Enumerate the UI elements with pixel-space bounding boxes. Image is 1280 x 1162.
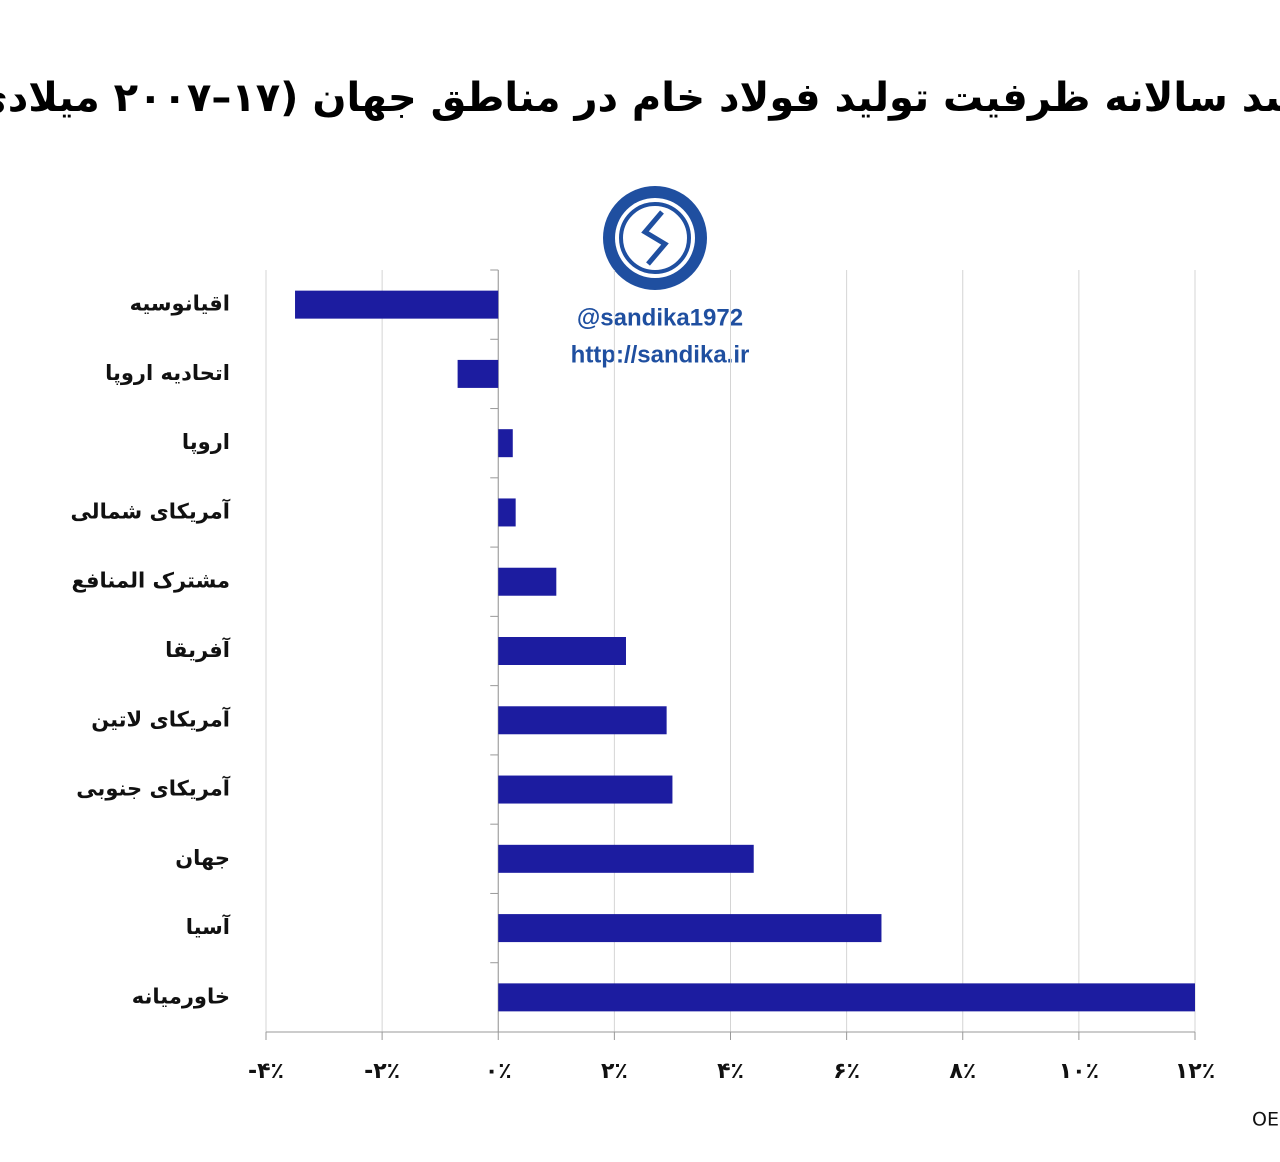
bar [498,498,516,527]
x-tick-label: ۱۰٪ [1059,1059,1099,1084]
x-tick-label: ۲٪ [601,1059,628,1084]
watermark: @sandika1972 [577,304,743,331]
y-tick-label: مشترک المنافع [71,569,230,593]
logo [603,186,707,290]
x-tick-label: -۲٪ [364,1059,400,1084]
bar [498,637,626,665]
y-tick-label: آفریقا [165,637,231,662]
y-tick-label: آمریکای جنوبی [76,776,231,801]
bar [498,567,557,596]
y-tick-label: خاورمیانه [132,984,230,1008]
x-tick-label: ۴٪ [717,1059,744,1084]
bar [295,290,499,319]
y-tick-label: آمریکای لاتین [91,706,231,731]
x-tick-label: ۰٪ [485,1059,512,1084]
y-tick-label: آمریکای شمالی [70,498,230,523]
x-tick-label: ۶٪ [833,1059,860,1084]
source: منبع: OECD [1252,1109,1280,1131]
x-tick-label: ۸٪ [949,1059,976,1084]
bar [498,914,882,943]
y-tick-label: اقیانوسیه [130,292,230,316]
y-tick-label: آسیا [186,914,231,939]
bar [498,706,667,735]
bar [457,359,499,388]
bar [498,775,673,804]
bar [498,983,1195,1012]
chart-title: رشد سالانه ظرفیت تولید فولاد خام در مناط… [0,75,1280,121]
y-tick-label: اروپا [182,430,230,454]
y-tick-label: اتحادیه اروپا [105,361,230,385]
watermark: http://sandika.ir [571,341,750,368]
x-tick-label: -۴٪ [248,1059,284,1084]
bar [498,429,513,458]
y-tick-label: جهان [175,846,230,870]
bar [498,844,754,873]
x-tick-label: ۱۲٪ [1175,1059,1215,1084]
